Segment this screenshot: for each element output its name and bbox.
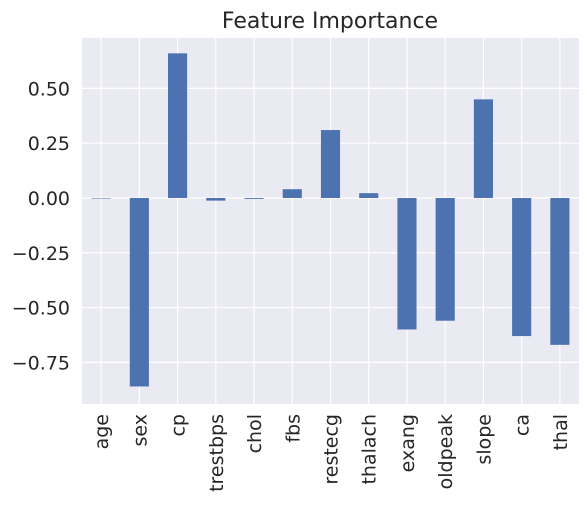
x-tick-label-sex: sex (129, 414, 151, 447)
y-tick-label: −0.50 (12, 298, 70, 320)
bar-trestbps (206, 197, 226, 201)
bar-exang (397, 197, 417, 330)
x-tick-label-slope: slope (473, 414, 495, 465)
x-tick-label-oldpeak: oldpeak (435, 414, 457, 489)
x-tick-label-cp: cp (168, 414, 190, 437)
y-tick-label: 0.50 (28, 78, 70, 100)
bar-oldpeak (435, 197, 455, 321)
x-tick-labels: age sex cp trestbps chol fbs restecg thalach exa… (91, 414, 572, 492)
bar-thalach (359, 193, 379, 198)
x-tick-label-ca: ca (512, 414, 534, 436)
bar-thal (550, 197, 570, 345)
bar-restecg (320, 130, 341, 198)
x-tick-label-thal: thal (550, 414, 572, 450)
x-tick-label-restecg: restecg (321, 414, 343, 485)
x-tick-label-thalach: thalach (359, 414, 381, 485)
x-tick-label-exang: exang (397, 414, 419, 472)
y-tick-label: −0.25 (12, 243, 70, 265)
x-tick-label-trestbps: trestbps (206, 414, 228, 492)
bar-sex (129, 197, 149, 387)
bar-ca (512, 197, 532, 337)
x-tick-label-chol: chol (244, 414, 266, 453)
y-tick-label: 0.00 (28, 188, 70, 210)
bar-slope (473, 99, 493, 198)
x-tick-label-fbs: fbs (282, 414, 304, 443)
y-tick-label: −0.75 (12, 352, 70, 374)
chart-title: Feature Importance (222, 9, 438, 34)
bar-age (91, 197, 111, 199)
x-tick-label-age: age (91, 414, 113, 449)
bar-cp (168, 53, 188, 198)
y-tick-labels: −0.75 −0.50 −0.25 0.00 0.25 0.50 (12, 78, 70, 374)
bar-chol (244, 197, 264, 199)
y-tick-label: 0.25 (28, 133, 70, 155)
bars (91, 53, 570, 387)
bar-fbs (282, 189, 302, 198)
